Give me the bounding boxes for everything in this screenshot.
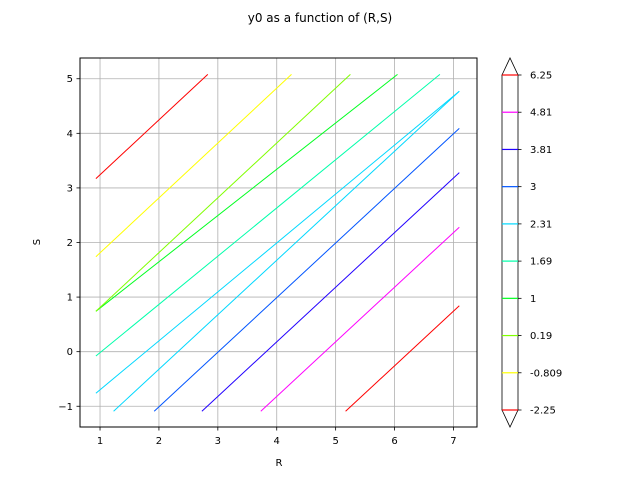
x-tick-label: 7 bbox=[450, 436, 456, 447]
x-tick-label: 2 bbox=[156, 436, 162, 447]
colorbar-tick-label: 1.69 bbox=[530, 257, 552, 268]
colorbar-tick-label: 2.31 bbox=[530, 219, 552, 230]
y-tick-label: 3 bbox=[67, 183, 73, 194]
y-tick-label: −1 bbox=[58, 402, 73, 413]
contour-line-3.81 bbox=[201, 172, 460, 412]
colorbar-tick-label: -0.809 bbox=[530, 368, 562, 379]
x-tick-label: 4 bbox=[274, 436, 280, 447]
contour-line-0.19 bbox=[95, 74, 351, 312]
contour-lines bbox=[95, 74, 460, 412]
y-tick-label: 1 bbox=[67, 293, 73, 304]
contour-line-2.31 bbox=[113, 90, 460, 412]
axis-ticks: 1 2 3 4 5 6 7 −1 0 1 2 3 4 5 bbox=[58, 74, 456, 447]
contour-line--0.809 bbox=[95, 74, 292, 258]
colorbar-tick-label: 1 bbox=[530, 294, 536, 305]
x-axis-label: R bbox=[276, 458, 283, 469]
colorbar-tick-label: 3 bbox=[530, 182, 536, 193]
y-tick-label: 4 bbox=[67, 129, 73, 140]
colorbar-body bbox=[501, 74, 519, 411]
x-tick-label: 5 bbox=[332, 436, 338, 447]
contour-line-1.69 bbox=[95, 74, 441, 357]
y-tick-label: 0 bbox=[67, 347, 73, 358]
contour-line--2.25 bbox=[95, 74, 209, 179]
x-tick-label: 1 bbox=[97, 436, 103, 447]
colorbar-tick-label: -2.25 bbox=[530, 406, 556, 417]
x-tick-label: 6 bbox=[391, 436, 397, 447]
contour-line-4.81 bbox=[260, 226, 460, 412]
contour-line-2.31 bbox=[95, 90, 460, 394]
contour-line-3 bbox=[153, 128, 460, 412]
colorbar-tick-label: 4.81 bbox=[530, 108, 552, 119]
y-tick-label: 5 bbox=[67, 74, 73, 85]
colorbar-tick-label: 3.81 bbox=[530, 145, 552, 156]
y-tick-label: 2 bbox=[67, 238, 73, 249]
chart-title: y0 as a function of (R,S) bbox=[248, 11, 393, 25]
colorbar-tick-label: 6.25 bbox=[530, 71, 552, 82]
colorbar-tick-label: 0.19 bbox=[530, 331, 552, 342]
y-axis-label: S bbox=[32, 239, 43, 245]
colorbar: -2.25 -0.809 0.19 1 1.69 2.31 3 3.81 4.81 6.25 bbox=[501, 57, 562, 428]
x-tick-label: 3 bbox=[215, 436, 221, 447]
contour-line-1 bbox=[95, 74, 398, 312]
contour-line-6.25 bbox=[345, 305, 460, 412]
